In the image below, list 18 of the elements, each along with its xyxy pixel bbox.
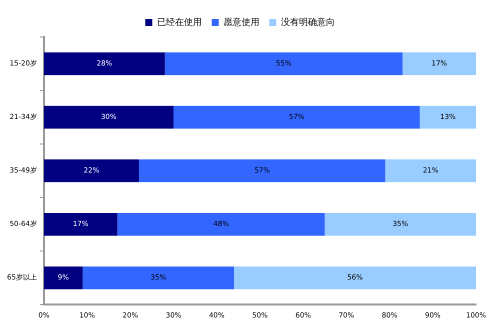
bar (174, 106, 420, 129)
bar (138, 159, 386, 182)
bar (44, 52, 165, 76)
bar (402, 52, 476, 76)
legend-label: 已经在使用 (156, 16, 202, 28)
bar (164, 52, 403, 76)
bar (44, 106, 174, 129)
legend-label: 愿意使用 (223, 16, 260, 28)
bar (44, 212, 118, 236)
bar (385, 159, 476, 182)
bar (420, 106, 476, 129)
bar (117, 212, 325, 236)
bar (82, 266, 234, 290)
bar (44, 266, 83, 290)
bar (234, 266, 476, 290)
legend-label: 没有明确意向 (280, 16, 335, 28)
bar (44, 159, 139, 182)
bar (324, 212, 476, 236)
